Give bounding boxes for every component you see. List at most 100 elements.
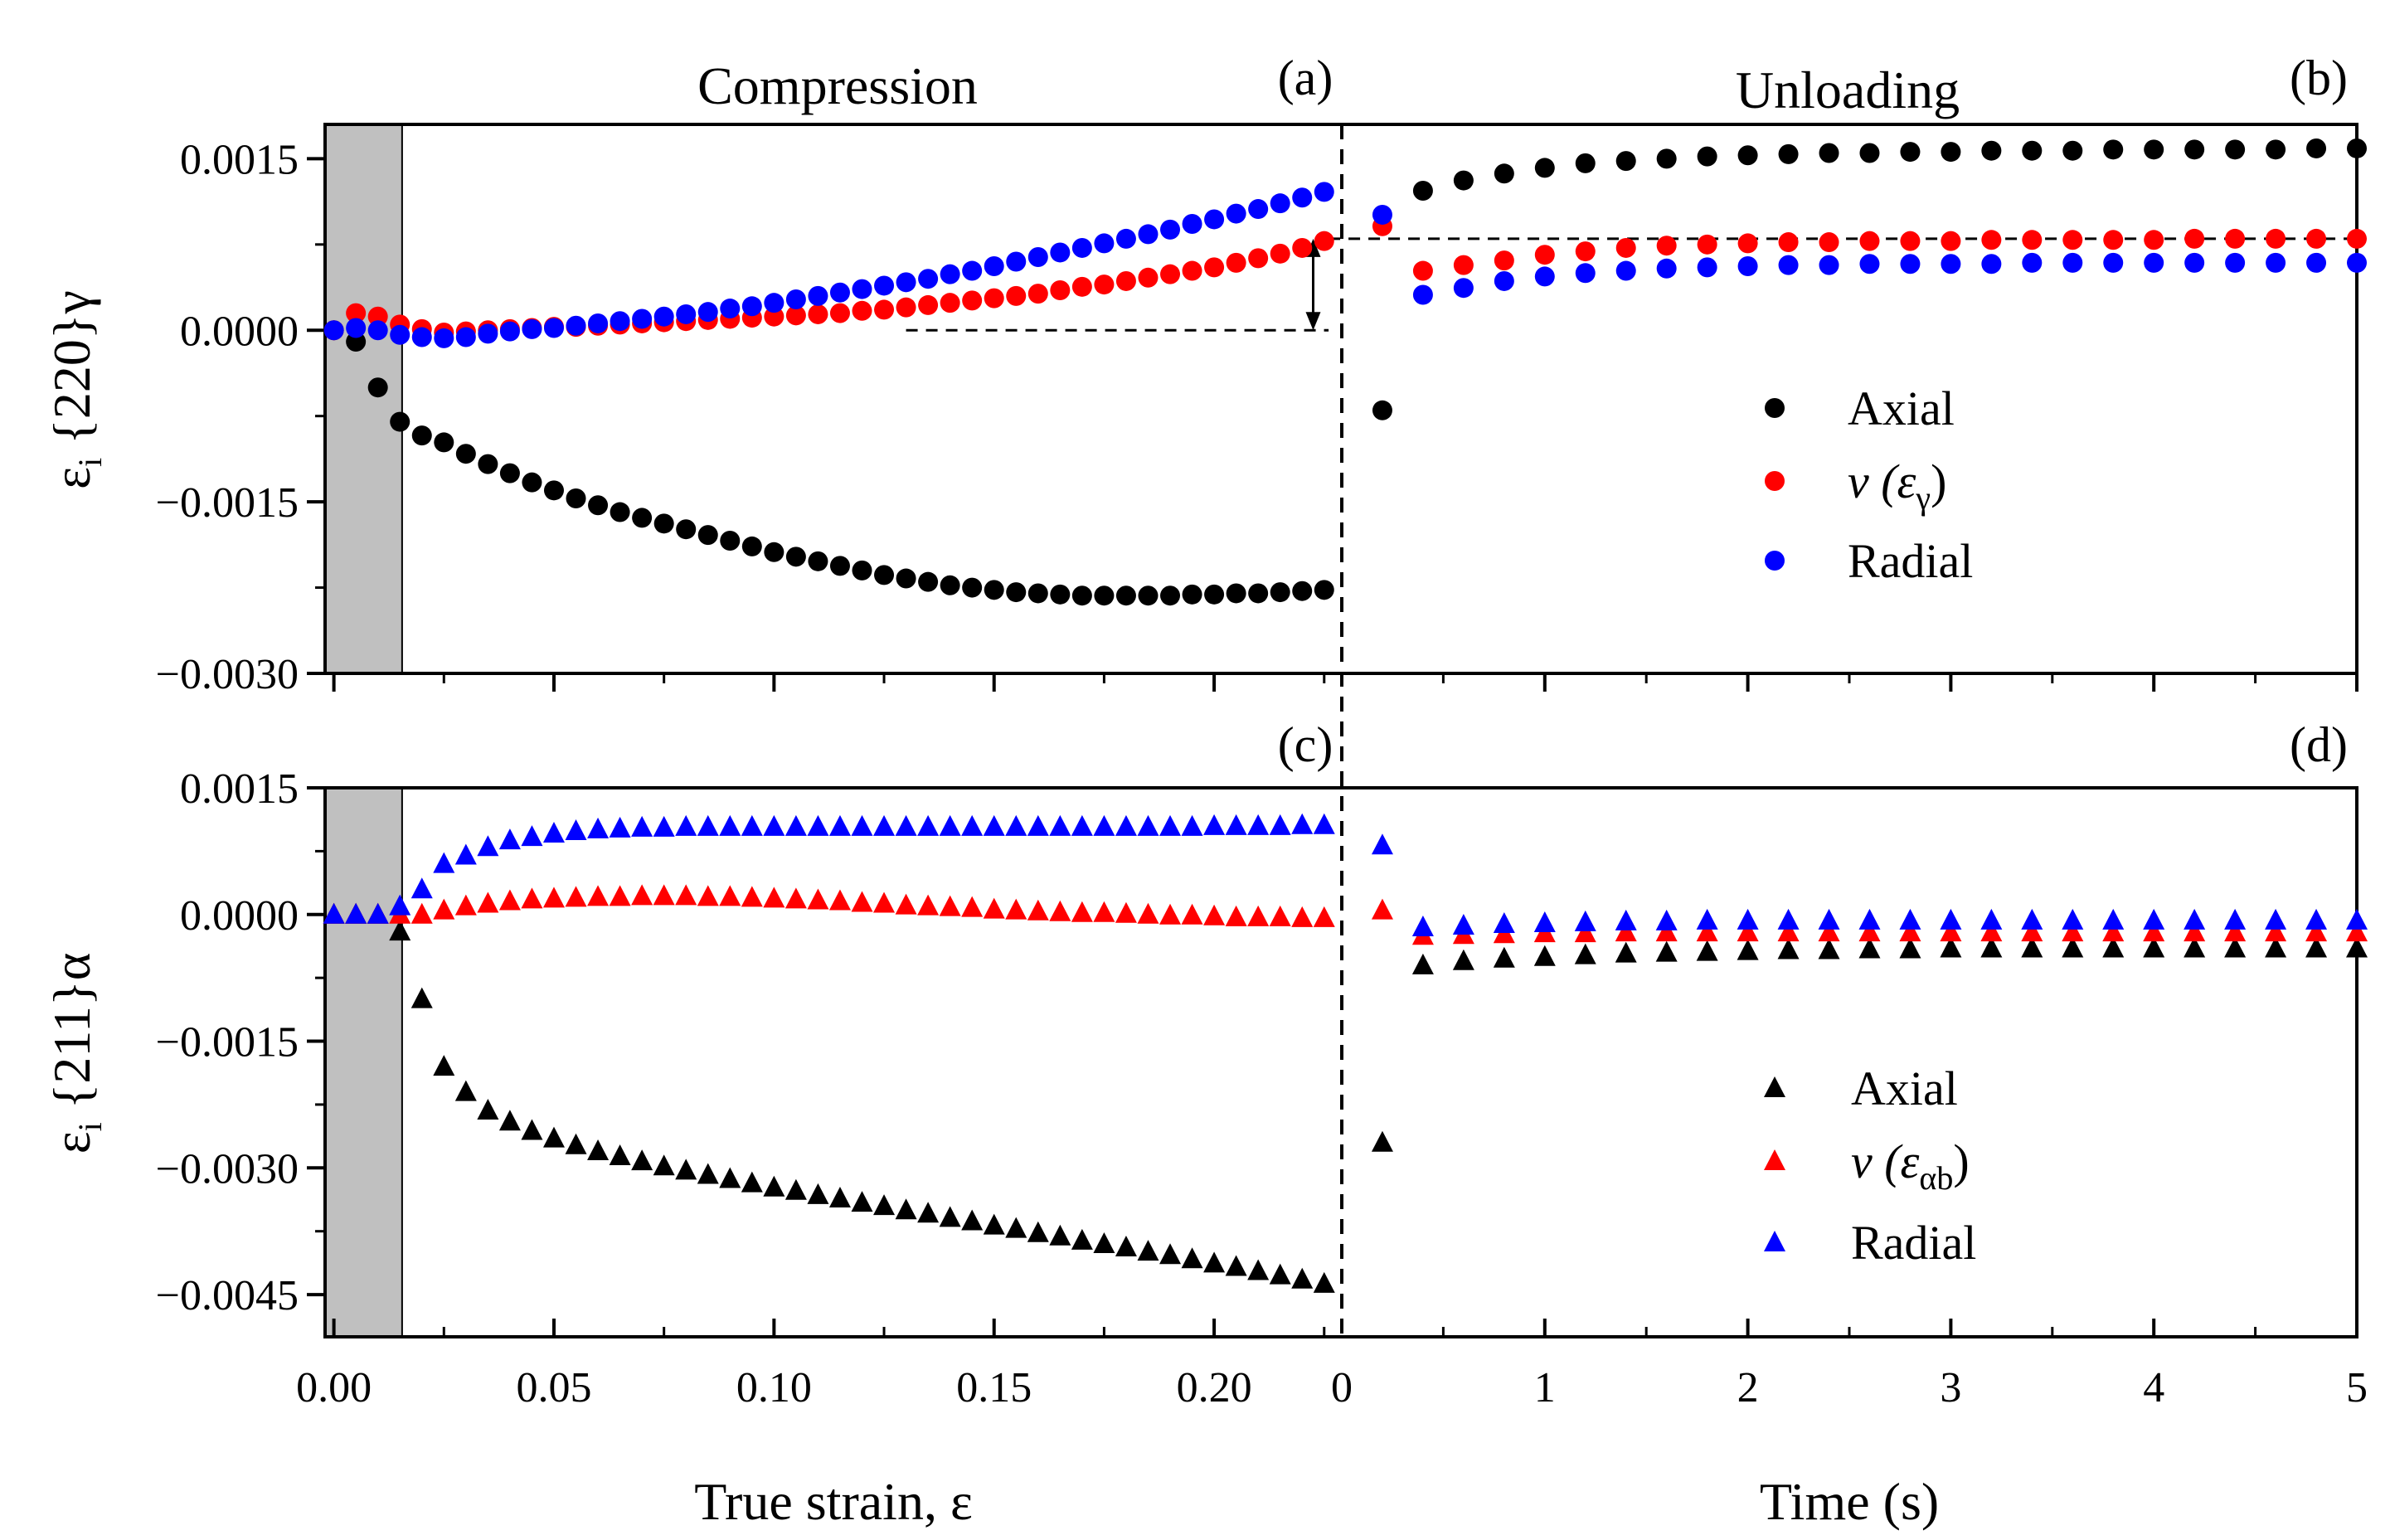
point-220-compression-radial: [896, 272, 916, 293]
point-211-unloading-radial: [1615, 909, 1637, 930]
point-220-compression-radial: [874, 275, 895, 296]
point-220-compression-nu: [940, 293, 960, 313]
point-211-compression-nu: [433, 898, 455, 920]
xtick-label-left: 0.10: [736, 1364, 812, 1411]
point-220-unloading-nu: [2062, 230, 2083, 250]
point-211-unloading-radial: [1858, 908, 1881, 930]
point-211-compression-radial: [1071, 814, 1093, 836]
xlabel-true-strain: True strain, ε: [694, 1472, 973, 1531]
point-220-compression-axial: [346, 332, 367, 352]
point-220-compression-radial: [1226, 203, 1246, 224]
point-220-compression-nu: [1226, 252, 1246, 273]
point-211-compression-nu: [477, 891, 499, 913]
panel-tag-c: (c): [1278, 717, 1333, 772]
point-211-compression-axial: [1049, 1224, 1071, 1246]
point-211-compression-radial: [1181, 814, 1203, 836]
point-211-compression-axial: [719, 1167, 741, 1188]
point-220-compression-radial: [852, 279, 872, 299]
point-211-compression-nu: [1269, 905, 1291, 926]
point-211-unloading-nu: [1980, 921, 2003, 942]
point-211-unloading-nu: [1655, 921, 1678, 942]
point-220-compression-radial: [720, 299, 741, 319]
xtick-label-right: 1: [1534, 1364, 1556, 1411]
point-220-compression-axial: [962, 577, 983, 598]
point-220-unloading-axial: [1900, 142, 1921, 163]
point-211-compression-nu: [1093, 901, 1115, 922]
point-220-unloading-radial: [1778, 255, 1799, 275]
point-220-unloading-nu: [2022, 230, 2043, 250]
point-211-compression-radial: [828, 814, 851, 836]
point-220-compression-axial: [676, 519, 697, 540]
xtick-label-left: 0.05: [516, 1364, 591, 1411]
point-211-unloading-nu: [1574, 921, 1596, 943]
point-220-unloading-radial: [1819, 255, 1839, 275]
point-211-compression-radial: [1247, 814, 1270, 835]
point-220-unloading-axial: [1697, 146, 1717, 167]
point-220-compression-axial: [720, 531, 741, 551]
point-220-compression-axial: [697, 525, 718, 546]
point-211-compression-radial: [851, 814, 873, 836]
point-220-compression-radial: [1204, 209, 1225, 230]
point-211-compression-radial: [895, 814, 917, 836]
point-211-compression-nu: [763, 887, 785, 908]
point-220-compression-radial: [741, 296, 762, 317]
point-220-compression-radial: [1292, 187, 1313, 208]
point-211-unloading-radial: [1411, 916, 1434, 937]
point-211-compression-axial: [1115, 1236, 1137, 1257]
point-220-compression-axial: [522, 472, 542, 493]
point-220-compression-nu: [785, 305, 806, 326]
point-211-unloading-nu: [1940, 921, 1962, 942]
point-220-compression-axial: [1006, 582, 1027, 603]
point-211-compression-radial: [1313, 813, 1335, 834]
point-220-unloading-radial: [2225, 252, 2246, 273]
ytick-label-bottom: 0.0015: [180, 765, 299, 813]
point-220-compression-axial: [478, 454, 498, 474]
point-211-compression-radial: [653, 815, 675, 837]
point-211-unloading-radial: [2224, 908, 2247, 930]
point-211-compression-axial: [1225, 1255, 1247, 1276]
point-220-compression-nu: [1270, 243, 1290, 264]
point-220-unloading-radial: [1981, 254, 2002, 274]
point-220-unloading-radial: [1737, 256, 1758, 277]
point-211-compression-radial: [609, 816, 631, 838]
point-211-unloading-nu: [2184, 921, 2206, 942]
point-220-unloading-nu: [2266, 228, 2286, 249]
point-211-unloading-nu: [1696, 921, 1718, 942]
point-220-compression-radial: [1094, 233, 1115, 254]
point-211-unloading-radial: [1696, 908, 1718, 930]
point-211-compression-radial: [542, 821, 565, 843]
point-211-compression-axial: [1159, 1243, 1182, 1265]
ytick-label-top: 0.0000: [180, 308, 299, 355]
point-211-compression-axial: [609, 1144, 631, 1166]
point-220-compression-radial: [940, 264, 960, 284]
point-211-compression-radial: [1225, 814, 1247, 835]
panel-tag-a: (a): [1278, 51, 1333, 105]
point-211-compression-radial: [763, 814, 785, 836]
point-211-compression-radial: [785, 814, 807, 836]
point-220-compression-axial: [1071, 585, 1092, 606]
legend-bottom-axial: Axial: [1851, 1061, 1958, 1115]
point-220-compression-axial: [1027, 583, 1048, 604]
point-211-unloading-nu: [2102, 921, 2125, 942]
point-211-compression-radial: [587, 817, 610, 838]
point-220-compression-radial: [1160, 219, 1181, 240]
point-220-compression-axial: [434, 432, 454, 453]
point-211-compression-radial: [521, 825, 543, 847]
point-211-unloading-axial: [1980, 936, 2003, 958]
point-211-unloading-nu: [1858, 921, 1881, 942]
point-220-unloading-axial: [1412, 180, 1433, 201]
point-211-unloading-axial: [2143, 936, 2165, 958]
point-220-compression-radial: [653, 306, 674, 327]
point-211-compression-nu: [1049, 900, 1071, 921]
point-211-compression-radial: [1159, 814, 1182, 836]
point-220-compression-nu: [1204, 257, 1225, 278]
point-211-unloading-nu: [2265, 921, 2287, 942]
point-211-compression-nu: [785, 887, 807, 909]
point-220-compression-radial: [1027, 246, 1048, 267]
point-220-unloading-nu: [1575, 241, 1596, 262]
point-220-unloading-axial: [1737, 145, 1758, 166]
point-211-unloading-nu: [1371, 898, 1393, 920]
point-211-unloading-axial: [1818, 938, 1840, 959]
point-211-compression-radial: [454, 843, 477, 865]
